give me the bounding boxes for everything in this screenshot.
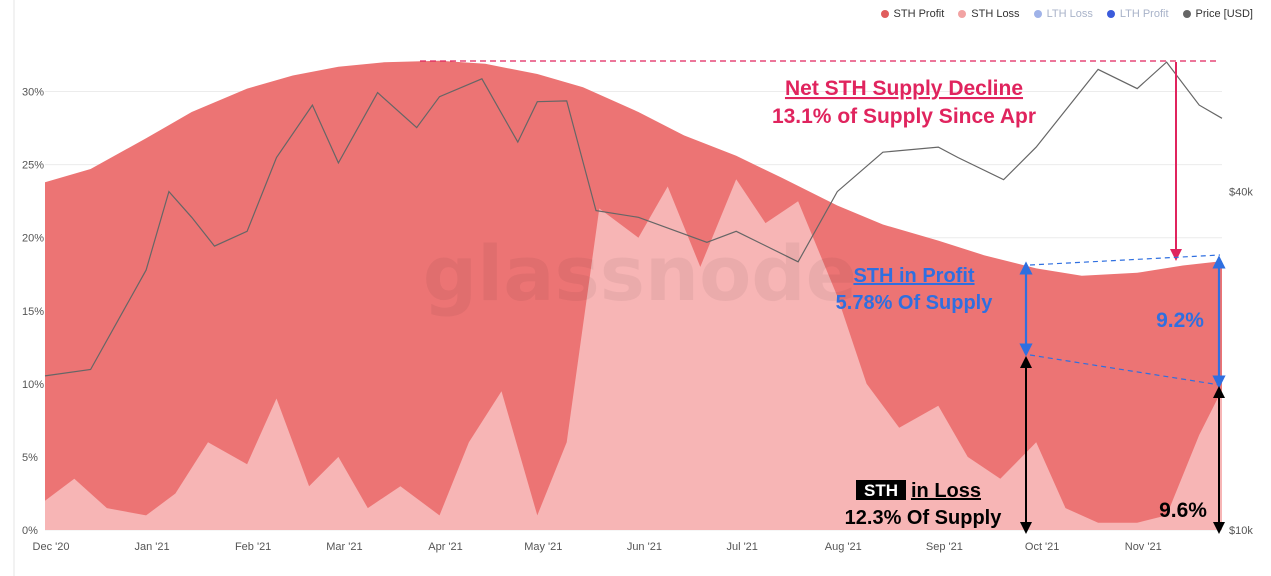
legend-label: STH Loss — [971, 8, 1020, 20]
net-decline-title: Net STH Supply Decline — [785, 77, 1023, 100]
legend-item[interactable]: STH Loss — [958, 8, 1020, 20]
loss-now-label: 9.6% — [1159, 499, 1207, 522]
x-tick-label: Jul '21 — [726, 541, 757, 553]
area-layer — [45, 60, 1222, 531]
y-tick-label: 0% — [22, 525, 38, 537]
x-tick-label: Sep '21 — [926, 541, 963, 553]
x-tick-label: Nov '21 — [1125, 541, 1162, 553]
legend-dot-icon — [1182, 10, 1191, 18]
legend-label: STH Profit — [893, 8, 945, 20]
net-decline-subtitle: 13.1% of Supply Since Apr — [772, 105, 1036, 128]
legend-item[interactable]: LTH Loss — [1033, 8, 1093, 20]
x-tick-label: Feb '21 — [235, 541, 271, 553]
y-tick-label: 10% — [22, 379, 44, 391]
x-tick-label: Oct '21 — [1025, 541, 1060, 553]
x-tick-label: Apr '21 — [428, 541, 463, 553]
legend-dot-icon — [1106, 10, 1115, 18]
y-tick-label: 25% — [22, 160, 44, 172]
x-tick-label: Jun '21 — [627, 541, 662, 553]
sth-loss-area — [45, 179, 1222, 530]
x-tick-label: Aug '21 — [825, 541, 862, 553]
loss-subtitle: 12.3% Of Supply — [845, 507, 1003, 529]
loss-badge-text: STH — [864, 481, 898, 500]
legend-label: Price [USD] — [1195, 8, 1253, 20]
legend: STH Profit STH Loss LTH Loss LTH Profit Pric… — [880, 8, 1253, 20]
price-line — [44, 61, 1223, 377]
loss-title: in Loss — [911, 480, 981, 502]
legend-dot-icon — [880, 10, 889, 18]
loss-badge-bg — [856, 480, 906, 500]
price-layer — [44, 61, 1223, 377]
profit-title: STH in Profit — [853, 265, 974, 287]
profit-subtitle: 5.78% Of Supply — [836, 292, 994, 314]
y2-tick-label: $10k — [1229, 525, 1253, 537]
x-tick-label: Jan '21 — [135, 541, 170, 553]
y-tick-label: 30% — [22, 87, 44, 99]
x-tick-label: Dec '20 — [33, 541, 70, 553]
legend-item[interactable]: STH Profit — [880, 8, 945, 20]
legend-item[interactable]: LTH Profit — [1106, 8, 1169, 20]
profit-now-label: 9.2% — [1156, 309, 1204, 332]
legend-label: LTH Profit — [1119, 8, 1169, 20]
y2-tick-label: $40k — [1229, 187, 1253, 199]
x-tick-label: May '21 — [524, 541, 562, 553]
axes: 0% 5% 10% 15% 20% 25% 30% $10k $40k Dec '20 Jan '2… — [22, 87, 1253, 553]
legend-dot-icon — [1033, 10, 1042, 18]
legend-item[interactable]: Price [USD] — [1182, 8, 1253, 20]
legend-dot-icon — [958, 10, 967, 18]
y-tick-label: 15% — [22, 306, 44, 318]
annotations: Net STH Supply Decline 13.1% of Supply Si… — [420, 60, 1226, 534]
y-tick-label: 20% — [22, 233, 44, 245]
watermark: glassnode — [423, 229, 857, 318]
profit-dashed-top — [1029, 254, 1221, 266]
legend-label: LTH Loss — [1046, 8, 1093, 20]
x-tick-label: Mar '21 — [326, 541, 362, 553]
y-tick-label: 5% — [22, 452, 38, 464]
